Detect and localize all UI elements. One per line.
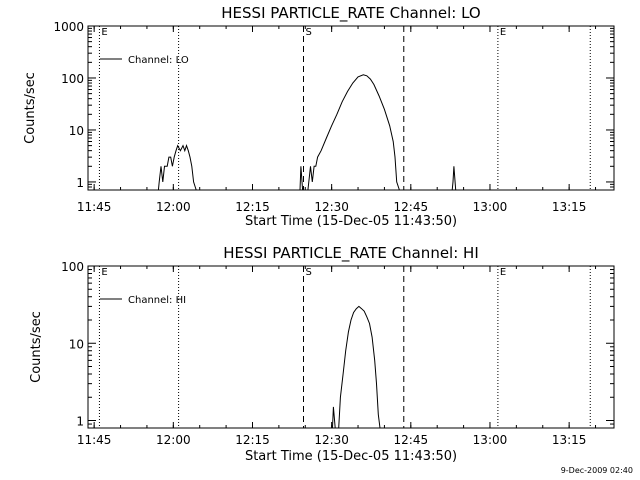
x-tick-label: 12:30: [314, 200, 349, 214]
chart-panel-0: HESSI PARTICLE_RATE Channel: LO 11:45 12:0…: [23, 4, 615, 229]
y-tick-label: 10: [69, 337, 84, 351]
x-tick-label: 12:00: [156, 433, 191, 447]
y-tick-label: 1: [76, 415, 84, 429]
marker-label: E: [101, 27, 107, 38]
x-tick-label: 13:00: [473, 200, 508, 214]
chart-title: HESSI PARTICLE_RATE Channel: LO: [221, 4, 480, 23]
y-axis-label: Counts/sec: [23, 72, 38, 144]
legend-label: Channel: HI: [128, 295, 186, 306]
x-tick-label: 12:15: [235, 433, 270, 447]
x-tick-label: 12:00: [156, 200, 191, 214]
marker-label: E: [500, 267, 506, 278]
series-line: [451, 166, 457, 191]
y-tick-label: 1000: [53, 20, 84, 34]
x-tick-label: 12:30: [314, 433, 349, 447]
series-line: [299, 166, 304, 191]
x-tick-label: 13:00: [473, 433, 508, 447]
x-tick-label: 11:45: [77, 200, 112, 214]
x-tick-label: 13:15: [552, 433, 587, 447]
y-tick-label: 10: [69, 124, 84, 138]
x-tick-label: 12:15: [235, 200, 270, 214]
marker-label: S: [306, 27, 312, 38]
marker-label: S: [306, 267, 312, 278]
plot-frame: [87, 25, 615, 191]
footer-timestamp: 9-Dec-2009 02:40: [561, 466, 633, 475]
x-axis-label: Start Time (15-Dec-05 11:43:50): [245, 449, 457, 464]
chart-panels: HESSI PARTICLE_RATE Channel: LO 11:45 12:0…: [23, 4, 615, 464]
y-axis-label: Counts/sec: [29, 311, 44, 383]
marker-label: E: [500, 27, 506, 38]
x-tick-label: 12:45: [394, 200, 429, 214]
x-tick-label: 11:45: [77, 433, 112, 447]
series-line: [332, 406, 336, 429]
series-line: [157, 144, 197, 191]
series-line: [338, 305, 381, 429]
legend-label: Channel: LO: [128, 55, 189, 66]
chart-panel-1: HESSI PARTICLE_RATE Channel: HI 11:45 12:0…: [29, 244, 615, 464]
series-line: [307, 74, 400, 191]
y-tick-label: 100: [61, 260, 84, 274]
x-tick-label: 13:15: [552, 200, 587, 214]
x-tick-label: 12:45: [394, 433, 429, 447]
chart-title: HESSI PARTICLE_RATE Channel: HI: [223, 244, 479, 263]
y-tick-label: 1: [76, 176, 84, 190]
marker-label: E: [101, 267, 107, 278]
x-axis-label: Start Time (15-Dec-05 11:43:50): [245, 214, 457, 229]
y-tick-label: 100: [61, 72, 84, 86]
